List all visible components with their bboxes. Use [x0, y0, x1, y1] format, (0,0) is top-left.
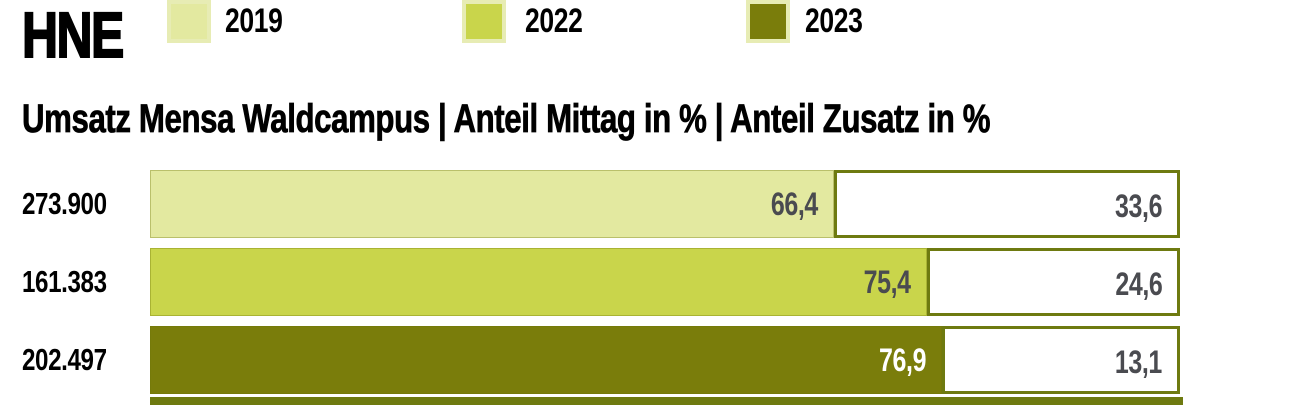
zusatz-value-2023-text: 13,1 — [1114, 344, 1162, 380]
legend-label-2023-text: 2023 — [805, 2, 863, 40]
bar-row-2022: 161.383 75,4 24,6 — [0, 248, 1300, 316]
bar-2019: 66,4 33,6 — [150, 170, 1180, 238]
x-axis-baseline — [150, 397, 1183, 405]
hne-logo: HNE — [21, 0, 151, 71]
mittag-value-2022-text: 75,4 — [863, 264, 911, 300]
mittag-value-2022: 75,4 — [151, 249, 926, 317]
zusatz-segment-2022: 24,6 — [926, 248, 1180, 319]
zusatz-value-2019: 33,6 — [837, 173, 1177, 241]
umsatz-label-2019: 273.900 — [22, 170, 147, 238]
legend-swatch-2022 — [462, 0, 506, 43]
legend-label-2019: 2019 — [225, 0, 299, 44]
mittag-value-2019: 66,4 — [151, 171, 833, 239]
umsatz-value-2023: 202.497 — [22, 342, 107, 377]
hne-logo-text: HNE — [21, 0, 125, 71]
zusatz-segment-2023: 13,1 — [942, 326, 1180, 394]
zusatz-value-2022-text: 24,6 — [1114, 266, 1162, 302]
chart-title-text: Umsatz Mensa Waldcampus | Anteil Mittag … — [22, 97, 991, 142]
mittag-segment-2023: 76,9 — [150, 326, 943, 395]
zusatz-segment-2019: 33,6 — [833, 170, 1180, 241]
legend-label-2023: 2023 — [805, 0, 879, 44]
legend-swatch-2023 — [746, 0, 790, 43]
legend-swatch-2019 — [167, 0, 211, 43]
legend-label-2022: 2022 — [525, 0, 599, 44]
umsatz-label-2022: 161.383 — [22, 248, 147, 316]
bar-2023: 76,9 13,1 — [150, 326, 1180, 394]
mittag-value-2023-text: 76,9 — [879, 342, 927, 378]
chart-title: Umsatz Mensa Waldcampus | Anteil Mittag … — [22, 96, 1263, 142]
bar-row-2023: 202.497 76,9 13,1 — [0, 326, 1300, 394]
bar-row-2019: 273.900 66,4 33,6 — [0, 170, 1300, 238]
legend-label-2022-text: 2022 — [525, 2, 583, 40]
legend-label-2019-text: 2019 — [225, 2, 283, 40]
zusatz-value-2019-text: 33,6 — [1114, 188, 1162, 224]
umsatz-value-2022: 161.383 — [22, 264, 107, 299]
umsatz-label-2023: 202.497 — [22, 326, 147, 394]
bar-2022: 75,4 24,6 — [150, 248, 1180, 316]
mittag-segment-2022: 75,4 — [150, 248, 927, 316]
zusatz-value-2022: 24,6 — [930, 251, 1177, 319]
mittag-segment-2019: 66,4 — [150, 170, 834, 238]
umsatz-value-2019: 273.900 — [22, 186, 107, 221]
mittag-value-2019-text: 66,4 — [770, 186, 818, 222]
mittag-value-2023: 76,9 — [151, 327, 941, 395]
zusatz-value-2023: 13,1 — [945, 329, 1177, 397]
